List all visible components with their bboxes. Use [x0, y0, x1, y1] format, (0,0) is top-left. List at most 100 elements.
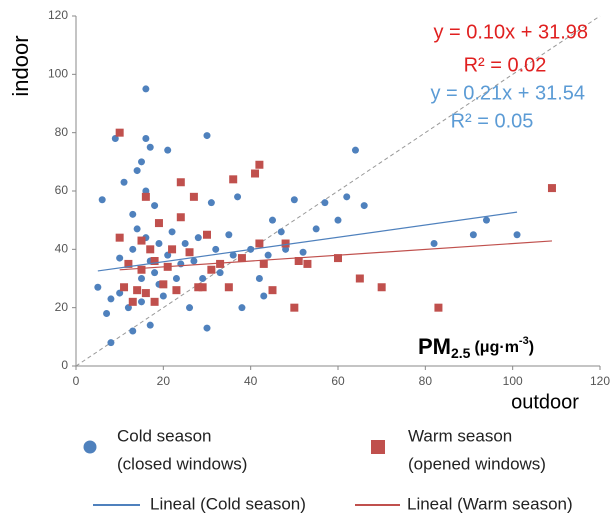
- y-tick-label: 60: [55, 183, 69, 197]
- legend-label: Lineal (Cold season): [150, 494, 306, 513]
- y-tick-label: 0: [61, 358, 68, 372]
- point: [203, 132, 211, 140]
- point: [142, 135, 150, 142]
- point: [168, 228, 176, 236]
- point: [124, 304, 132, 312]
- point: [129, 245, 137, 253]
- point: [237, 254, 246, 263]
- point: [164, 146, 172, 154]
- legend-label: Lineal (Warm season): [407, 494, 573, 513]
- point: [150, 257, 159, 265]
- point: [159, 292, 167, 300]
- point: [259, 259, 268, 268]
- point: [229, 251, 237, 259]
- point: [216, 269, 224, 277]
- point: [98, 196, 106, 204]
- x-tick-label: 100: [503, 374, 523, 388]
- point: [115, 128, 124, 137]
- point: [116, 254, 124, 262]
- point: [137, 236, 146, 245]
- point: [129, 210, 137, 218]
- point: [351, 146, 359, 154]
- x-tick-label: 20: [157, 374, 171, 388]
- point: [176, 213, 185, 222]
- y-tick-label: 40: [55, 242, 69, 256]
- point: [142, 187, 150, 195]
- point: [137, 265, 146, 274]
- point: [138, 298, 145, 306]
- point: [185, 248, 194, 257]
- point: [212, 245, 220, 253]
- point: [290, 196, 298, 204]
- point: [94, 283, 102, 291]
- identity-line: [75, 15, 601, 367]
- point: [255, 275, 263, 282]
- point: [138, 275, 145, 282]
- point: [133, 167, 141, 175]
- point: [224, 283, 233, 292]
- trendline: [119, 240, 553, 271]
- point: [377, 283, 386, 292]
- point: [303, 259, 312, 268]
- point: [186, 304, 194, 312]
- point: [281, 239, 290, 248]
- point: [107, 295, 115, 303]
- x-tick-label: 60: [331, 374, 345, 388]
- legend-label: Cold season: [117, 426, 212, 445]
- point: [321, 199, 329, 207]
- y-tick-label: 80: [55, 125, 69, 139]
- point: [181, 240, 189, 247]
- point: [194, 283, 203, 292]
- point: [294, 257, 303, 265]
- point: [172, 275, 180, 282]
- point: [142, 85, 150, 93]
- point: [129, 327, 137, 335]
- point: [229, 175, 238, 184]
- x-axis-label: outdoor: [511, 391, 579, 413]
- point: [469, 231, 477, 239]
- point: [133, 286, 142, 295]
- point: [238, 304, 246, 312]
- point: [207, 265, 216, 274]
- point: [234, 193, 242, 201]
- point: [334, 254, 342, 263]
- point: [198, 283, 207, 292]
- point: [154, 219, 163, 228]
- legend-marker: [83, 440, 97, 454]
- point: [207, 199, 215, 207]
- point: [172, 286, 181, 295]
- point: [269, 216, 276, 224]
- trend-r2: R² = 0.02: [464, 54, 547, 76]
- point: [159, 280, 168, 289]
- point: [216, 259, 225, 268]
- point: [255, 160, 264, 169]
- point: [203, 230, 211, 239]
- x-tick-label: 80: [419, 374, 433, 388]
- x-tick-label: 40: [244, 374, 258, 388]
- legend-sublabel: (opened windows): [408, 454, 546, 473]
- point: [268, 286, 277, 295]
- point: [128, 297, 137, 306]
- point: [107, 339, 115, 347]
- point: [120, 178, 128, 186]
- y-tick-label: 20: [55, 300, 69, 314]
- point: [255, 239, 264, 248]
- point: [290, 303, 299, 312]
- point: [133, 225, 141, 233]
- point: [115, 233, 124, 242]
- point: [146, 321, 154, 329]
- point: [203, 324, 211, 332]
- legend-sublabel: (closed windows): [117, 454, 247, 473]
- point: [434, 303, 443, 312]
- y-tick-label: 120: [48, 8, 68, 22]
- point: [430, 240, 438, 247]
- point: [312, 225, 320, 233]
- legend-marker: [371, 440, 385, 454]
- unit-annotation: PM2.5 (μg·m-3): [418, 334, 534, 361]
- point: [282, 245, 290, 253]
- point: [116, 289, 124, 297]
- point: [138, 158, 145, 166]
- point: [151, 269, 159, 277]
- legend-label: Warm season: [408, 426, 512, 445]
